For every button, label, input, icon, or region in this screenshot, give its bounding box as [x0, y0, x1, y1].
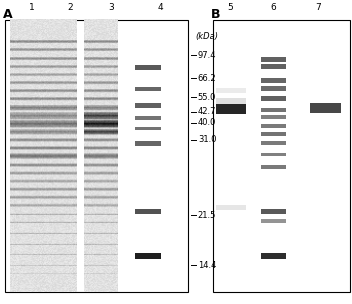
Bar [261, 219, 286, 223]
Bar [261, 64, 286, 69]
Text: B: B [211, 8, 221, 21]
Bar [261, 86, 286, 91]
Text: 21.5: 21.5 [198, 211, 216, 220]
Bar [261, 132, 286, 136]
Bar [261, 96, 286, 101]
Bar [216, 205, 246, 210]
Bar [261, 124, 286, 128]
Bar [261, 254, 286, 259]
Bar [135, 141, 161, 146]
Bar [261, 57, 286, 62]
Text: 4: 4 [157, 3, 163, 12]
Bar [135, 116, 161, 120]
Bar [261, 141, 286, 144]
Text: 97.4: 97.4 [198, 51, 216, 60]
Text: 14.4: 14.4 [198, 261, 216, 270]
Bar [216, 88, 246, 93]
Text: 1: 1 [29, 3, 34, 12]
Bar [216, 104, 246, 114]
Text: 31.0: 31.0 [198, 135, 216, 144]
Bar [310, 103, 341, 113]
Bar [261, 108, 286, 112]
Text: A: A [3, 8, 12, 21]
Bar [216, 98, 246, 105]
Bar [135, 65, 161, 70]
Bar [5, 20, 188, 292]
Bar [261, 78, 286, 83]
Text: 6: 6 [270, 3, 276, 12]
Text: 40.0: 40.0 [198, 118, 216, 127]
Text: 3: 3 [108, 3, 114, 12]
Bar [135, 127, 161, 130]
Text: 2: 2 [68, 3, 73, 12]
Bar [261, 153, 286, 156]
Text: 55.0: 55.0 [198, 93, 216, 102]
Bar [135, 103, 161, 108]
Bar [135, 254, 161, 259]
Bar [135, 209, 161, 214]
Text: 42.7: 42.7 [198, 107, 216, 116]
Bar [261, 209, 286, 214]
Bar [261, 165, 286, 169]
Text: 66.2: 66.2 [198, 74, 216, 83]
Text: (kDa): (kDa) [195, 32, 218, 41]
Bar [213, 20, 350, 292]
Bar [135, 87, 161, 91]
Bar [261, 116, 286, 119]
Text: 5: 5 [228, 3, 233, 12]
Text: 7: 7 [316, 3, 321, 12]
